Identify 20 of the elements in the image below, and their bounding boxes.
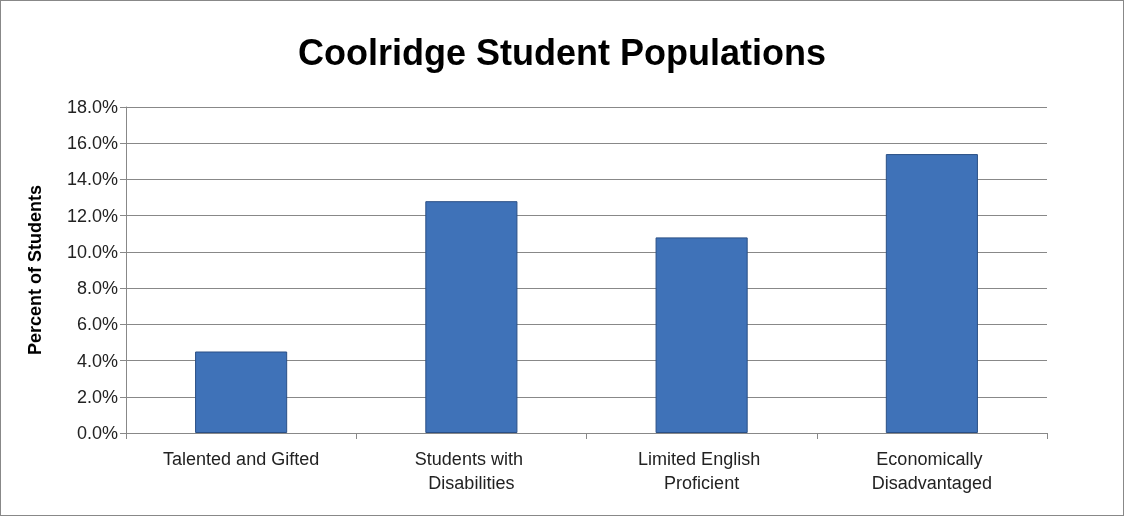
- chart-title: Coolridge Student Populations: [298, 31, 826, 73]
- x-tick-label: Limited English Proficient: [638, 449, 766, 493]
- x-tick-label: Economically Disadvantaged: [871, 449, 992, 493]
- y-tick-label: 16.0%: [66, 133, 118, 154]
- y-tick-label: 14.0%: [66, 169, 118, 190]
- x-tick-label: Students with Disabilities: [414, 449, 528, 493]
- bar: [425, 201, 518, 433]
- y-tick-label: 8.0%: [76, 278, 118, 299]
- y-tick-label: 2.0%: [76, 386, 118, 407]
- bar: [195, 351, 288, 433]
- y-axis-title: Percent of Students: [25, 184, 45, 356]
- y-tick-label: 10.0%: [66, 241, 118, 262]
- y-tick-label: 18.0%: [66, 97, 118, 117]
- bar: [655, 237, 748, 433]
- y-tick-label: 6.0%: [76, 314, 118, 335]
- x-tick-label: Talented and Gifted: [163, 449, 320, 469]
- bar: [885, 154, 978, 433]
- y-tick-label: 12.0%: [66, 205, 118, 226]
- y-tick-label: 4.0%: [76, 350, 118, 371]
- y-tick-label: 0.0%: [76, 423, 118, 443]
